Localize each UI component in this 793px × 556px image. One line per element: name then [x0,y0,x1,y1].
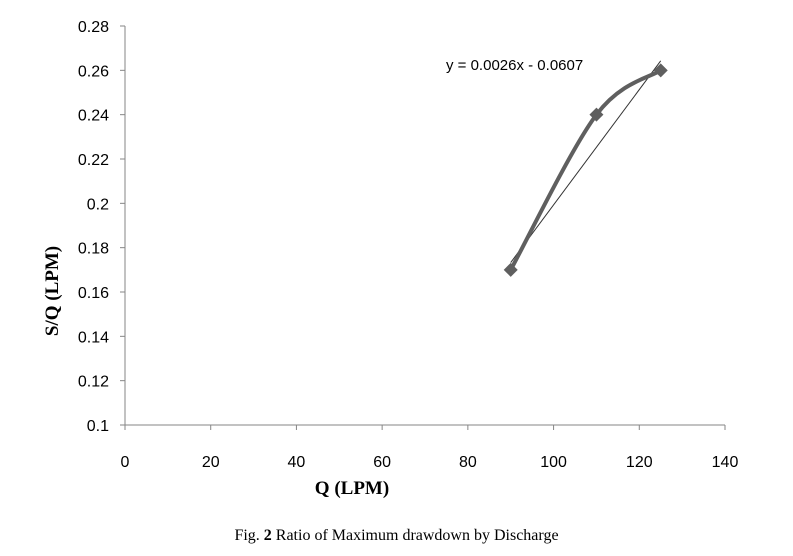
x-tick-labels: 0 20 40 60 80 100 120 140 [121,454,739,471]
x-tick-label: 60 [373,454,391,471]
y-tick-label: 0.24 [78,108,109,125]
data-point [503,262,518,277]
x-axis-title: Q (LPM) [315,478,389,499]
x-tick-label: 100 [540,454,567,471]
data-point [589,107,604,122]
y-tick-label: 0.22 [78,152,109,169]
y-tick-label: 0.26 [78,63,109,80]
x-tick-label: 120 [626,454,653,471]
x-tick-label: 80 [459,454,477,471]
x-tick-label: 40 [288,454,306,471]
axes [120,25,726,430]
trendline [510,60,662,263]
y-tick-label: 0.28 [78,19,109,36]
caption-text: Ratio of Maximum drawdown by Discharge [271,527,559,544]
caption-number: 2 [263,527,272,544]
series-markers [503,63,668,277]
chart: 0 20 40 60 80 100 120 140 0.10.120.140.160.180.… [42,19,739,499]
caption-prefix: Fig. [234,527,264,544]
y-tick-label: 0.12 [78,374,109,391]
series-line [508,68,663,272]
y-tick-label: 0.14 [78,329,109,346]
figure-caption: Fig. 2 Ratio of Maximum drawdown by Disc… [0,527,793,545]
y-tick-label: 0.18 [78,241,109,258]
x-tick-label: 140 [712,454,739,471]
x-tick-label: 20 [202,454,220,471]
data-point [653,63,668,78]
trendline-equation: y = 0.0026x - 0.0607 [446,57,583,74]
y-tick-label: 0.2 [87,196,109,213]
x-tick-label: 0 [121,454,130,471]
y-axis-title: S/Q (LPM) [42,246,63,336]
y-tick-label: 0.1 [87,418,109,435]
y-tick-label: 0.16 [78,285,109,302]
y-tick-labels: 0.1 0.12 0.14 0.16 0.18 0.2 0.22 0.24 0.26 0.28 [78,19,109,435]
